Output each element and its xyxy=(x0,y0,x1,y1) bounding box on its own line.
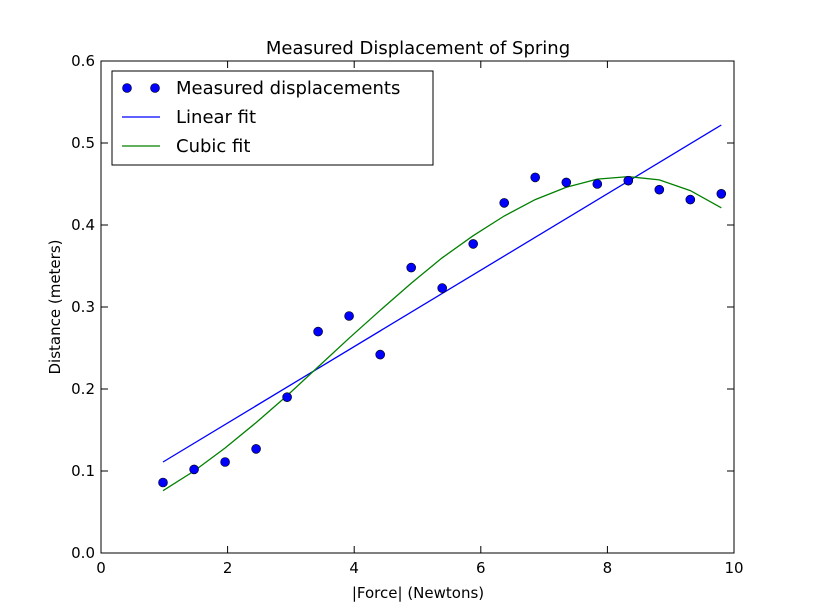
legend-label: Linear fit xyxy=(176,107,256,128)
data-point xyxy=(468,239,479,249)
y-tick-label: 0.2 xyxy=(71,380,95,398)
x-tick-label: 6 xyxy=(476,559,486,577)
y-tick-label: 0.4 xyxy=(71,216,95,234)
legend-label: Measured displacements xyxy=(176,78,400,99)
x-tick-label: 4 xyxy=(349,559,359,577)
data-point xyxy=(499,198,510,208)
legend-marker xyxy=(122,83,132,93)
legend: Measured displacements Linear fit Cubic fi… xyxy=(111,70,434,166)
chart-title: Measured Displacement of Spring xyxy=(266,38,570,59)
data-point xyxy=(189,464,199,475)
data-point xyxy=(375,349,386,360)
data-point xyxy=(685,194,696,205)
x-tick-label: 10 xyxy=(724,559,743,577)
x-axis-label: |Force| (Newtons) xyxy=(352,584,484,602)
data-point xyxy=(654,184,665,195)
data-point xyxy=(220,457,230,467)
x-tick-label: 2 xyxy=(223,559,233,577)
data-point xyxy=(716,189,727,199)
legend-box xyxy=(111,70,434,166)
y-tick-label: 0.5 xyxy=(71,134,95,152)
legend-label: Cubic fit xyxy=(176,136,250,157)
data-point xyxy=(158,477,168,488)
y-axis-label: Distance (meters) xyxy=(46,240,64,375)
plot-area xyxy=(158,124,727,492)
data-point xyxy=(561,177,572,188)
data-point xyxy=(344,311,354,321)
axis-ticks: 0 2 4 6 8 10 0.0 0.1 0.2 0.3 0.4 0.5 0.6 xyxy=(71,52,743,577)
data-point xyxy=(313,326,323,337)
data-point xyxy=(592,179,603,189)
data-point xyxy=(530,172,541,183)
data-point xyxy=(623,175,634,186)
data-point xyxy=(437,283,448,293)
x-tick-label: 0 xyxy=(96,559,106,577)
y-tick-label: 0.1 xyxy=(71,462,95,480)
legend-marker xyxy=(150,83,160,93)
data-point xyxy=(251,444,261,454)
y-tick-label: 0.0 xyxy=(71,544,95,562)
y-tick-label: 0.3 xyxy=(71,298,95,316)
data-point xyxy=(282,392,292,403)
y-tick-label: 0.6 xyxy=(71,52,95,70)
data-point xyxy=(406,262,417,273)
x-tick-label: 8 xyxy=(603,559,613,577)
